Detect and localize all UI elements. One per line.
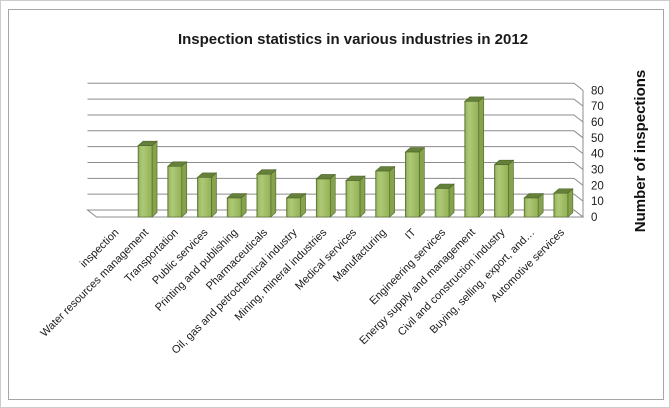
- bar-side-4: [240, 192, 247, 218]
- chart-title: Inspection statistics in various industr…: [177, 31, 529, 48]
- y-tick-0: 0: [591, 212, 597, 224]
- bar-side-11: [448, 183, 455, 218]
- bar-6: [286, 197, 301, 218]
- y-axis-title: Number of inspections: [632, 69, 649, 233]
- gridline-10: [87, 193, 584, 202]
- gridline-60: [87, 114, 584, 123]
- y-tick-40: 40: [591, 149, 604, 161]
- bar-7: [315, 178, 331, 218]
- y-tick-30: 30: [591, 164, 604, 176]
- gridline-20: [87, 177, 584, 186]
- bar-side-7: [329, 173, 336, 218]
- bar-4: [226, 197, 242, 218]
- gridline-40: [87, 146, 584, 155]
- bar-side-2: [181, 161, 188, 218]
- bar-side-15: [567, 188, 574, 218]
- gridline-80: [87, 82, 584, 91]
- y-tick-70: 70: [591, 101, 604, 113]
- y-tick-60: 60: [591, 117, 604, 129]
- bar-15: [553, 192, 569, 218]
- bar-side-8: [359, 175, 366, 218]
- bar-14: [523, 197, 539, 218]
- bar-side-12: [478, 96, 485, 218]
- bar-side-10: [419, 146, 425, 218]
- bar-9: [375, 170, 390, 218]
- bar-side-14: [537, 192, 544, 218]
- bar-side-3: [211, 172, 217, 218]
- y-tick-20: 20: [591, 180, 604, 192]
- bar-side-6: [300, 192, 306, 218]
- gridline-30: [87, 161, 584, 170]
- bar-13: [494, 164, 509, 218]
- bar-3: [197, 177, 212, 218]
- bar-side-5: [270, 169, 277, 218]
- bar-12: [464, 101, 480, 218]
- bar-5: [256, 173, 272, 218]
- gridline-70: [87, 98, 584, 107]
- gridline-50: [87, 130, 584, 139]
- bar-2: [167, 166, 183, 218]
- y-tick-10: 10: [591, 196, 604, 208]
- bar-1: [137, 145, 153, 218]
- y-tick-80: 80: [591, 85, 604, 97]
- bar-11: [434, 188, 450, 218]
- x-label-9: Manufacturing: [331, 227, 389, 285]
- bar-side-13: [508, 159, 514, 218]
- bar-8: [345, 180, 361, 218]
- bar-side-1: [151, 140, 158, 218]
- bar-side-9: [389, 165, 395, 218]
- bar-10: [405, 151, 420, 218]
- x-label-10: IT: [403, 226, 419, 242]
- y-tick-50: 50: [591, 133, 604, 145]
